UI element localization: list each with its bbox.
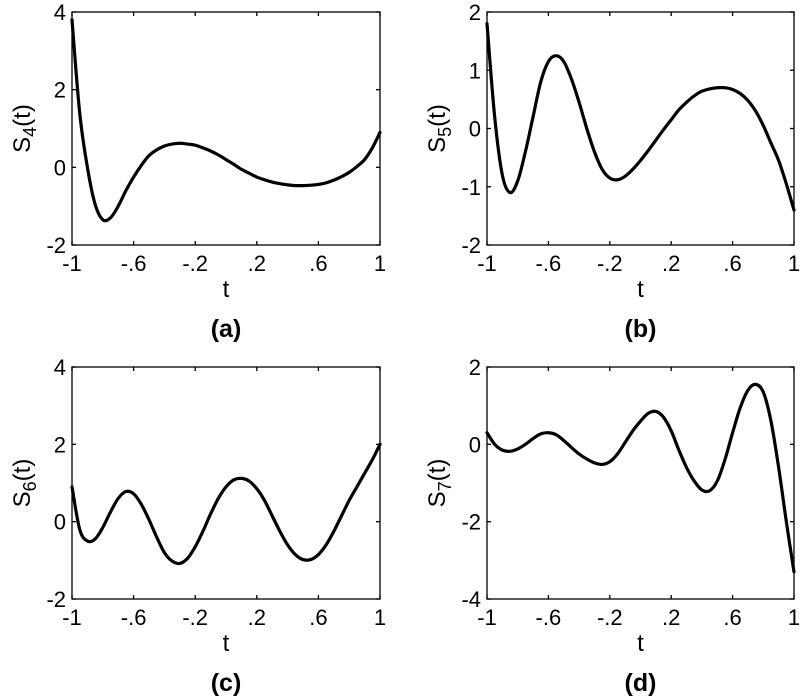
x-axis-label: t	[223, 630, 230, 657]
x-tick-label: -1	[477, 605, 497, 630]
x-tick-label: .2	[662, 605, 680, 630]
y-axis-label-base: S	[9, 491, 36, 507]
plot-frame	[71, 366, 381, 600]
plot-frame	[486, 11, 795, 246]
y-axis-label-suffix: (t)	[424, 104, 451, 127]
x-tick-label: .6	[723, 251, 741, 276]
panel-label: (a)	[211, 315, 242, 343]
panel-label: (b)	[625, 315, 657, 343]
y-tick-label: 0	[469, 432, 481, 457]
panel-label: (d)	[625, 669, 657, 697]
y-axis-label: S4(t)	[9, 104, 40, 153]
y-tick-label: -2	[46, 233, 66, 258]
x-tick-label: 1	[788, 605, 800, 630]
y-tick-label: -1	[461, 175, 481, 200]
y-tick-label: 2	[469, 355, 481, 380]
x-tick-label: 1	[788, 251, 800, 276]
x-tick-label: .2	[662, 251, 680, 276]
x-axis-label: t	[637, 276, 644, 303]
y-tick-label: -2	[461, 233, 481, 258]
y-axis-label-suffix: (t)	[9, 459, 36, 482]
x-tick-label: -.6	[536, 605, 562, 630]
y-tick-label: 2	[54, 78, 66, 103]
x-tick-label: -.2	[597, 605, 623, 630]
y-axis-label: S7(t)	[424, 459, 455, 508]
x-tick-label: .2	[248, 605, 266, 630]
series-line	[70, 442, 382, 566]
y-tick-label: 4	[54, 0, 66, 25]
y-tick-label: 0	[469, 117, 481, 142]
y-tick-label: -2	[46, 587, 66, 612]
series-line	[70, 18, 382, 223]
y-axis-label-base: S	[9, 137, 36, 153]
y-axis-label-suffix: (t)	[9, 104, 36, 127]
x-tick-label: .6	[309, 605, 327, 630]
y-tick-label: 4	[54, 355, 66, 380]
y-axis-label-base: S	[424, 491, 451, 507]
x-axis-label: t	[637, 630, 644, 657]
y-axis-label: S5(t)	[424, 104, 455, 153]
y-tick-label: -2	[461, 510, 481, 535]
x-tick-label: 1	[374, 251, 386, 276]
chart-panel: -1 -.6 -.2 .2 .6 1 -2 0 2 4 t S6(t) (c)	[9, 355, 386, 697]
y-tick-label: 0	[54, 155, 66, 180]
x-tick-label: -1	[477, 251, 497, 276]
plot-frame	[486, 366, 795, 600]
y-axis-label-subscript: 5	[435, 127, 455, 137]
y-axis-label-suffix: (t)	[424, 459, 451, 482]
x-tick-label: -.2	[182, 605, 208, 630]
x-tick-label: -.2	[182, 251, 208, 276]
x-tick-label: -.6	[121, 605, 147, 630]
x-tick-label: -1	[62, 251, 82, 276]
x-tick-label: 1	[374, 605, 386, 630]
y-axis-label-subscript: 6	[20, 481, 40, 491]
x-tick-label: -1	[62, 605, 82, 630]
x-tick-label: -.2	[597, 251, 623, 276]
x-tick-label: -.6	[536, 251, 562, 276]
y-axis-label-subscript: 4	[20, 127, 40, 137]
x-tick-label: -.6	[121, 251, 147, 276]
panel-label: (c)	[211, 669, 242, 697]
y-tick-label: 0	[54, 510, 66, 535]
series-line	[485, 382, 796, 574]
y-tick-label: 2	[469, 0, 481, 25]
plot-frame	[71, 11, 381, 246]
series-line	[485, 22, 796, 212]
y-axis-label-subscript: 7	[435, 481, 455, 491]
y-tick-label: -4	[461, 587, 481, 612]
x-tick-label: .2	[248, 251, 266, 276]
chart-panel: -1 -.6 -.2 .2 .6 1 -4 -2 0 2 t S7(t) (d)	[424, 355, 800, 697]
x-tick-label: .6	[723, 605, 741, 630]
y-tick-label: 1	[469, 58, 481, 83]
y-tick-label: 2	[54, 432, 66, 457]
x-tick-label: .6	[309, 251, 327, 276]
y-axis-label: S6(t)	[9, 459, 40, 508]
y-axis-label-base: S	[424, 137, 451, 153]
x-axis-label: t	[223, 276, 230, 303]
